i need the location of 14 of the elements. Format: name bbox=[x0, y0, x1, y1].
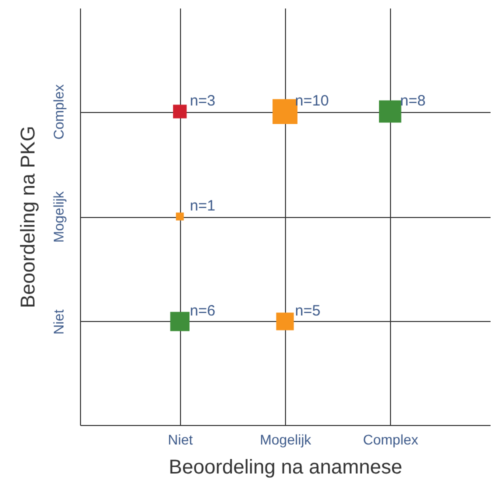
x-tick-label: Complex bbox=[363, 432, 418, 448]
data-label: n=5 bbox=[295, 302, 320, 320]
x-tick-label: Mogelijk bbox=[260, 432, 312, 448]
data-label: n=1 bbox=[190, 198, 216, 214]
x-tick-label: Niet bbox=[168, 432, 193, 448]
data-label: n=8 bbox=[400, 92, 426, 110]
y-tick-label: Complex bbox=[50, 84, 66, 140]
y-tick-label: Mogelijk bbox=[50, 190, 66, 243]
data-label: n=6 bbox=[190, 302, 216, 320]
data-label: n=10 bbox=[295, 92, 329, 110]
y-tick-label: Niet bbox=[50, 309, 66, 334]
x-axis-title: Beoordeling na anamnese bbox=[168, 456, 402, 478]
y-axis-title: Beoordeling na PKG bbox=[18, 126, 40, 308]
data-label: n=3 bbox=[190, 92, 216, 110]
